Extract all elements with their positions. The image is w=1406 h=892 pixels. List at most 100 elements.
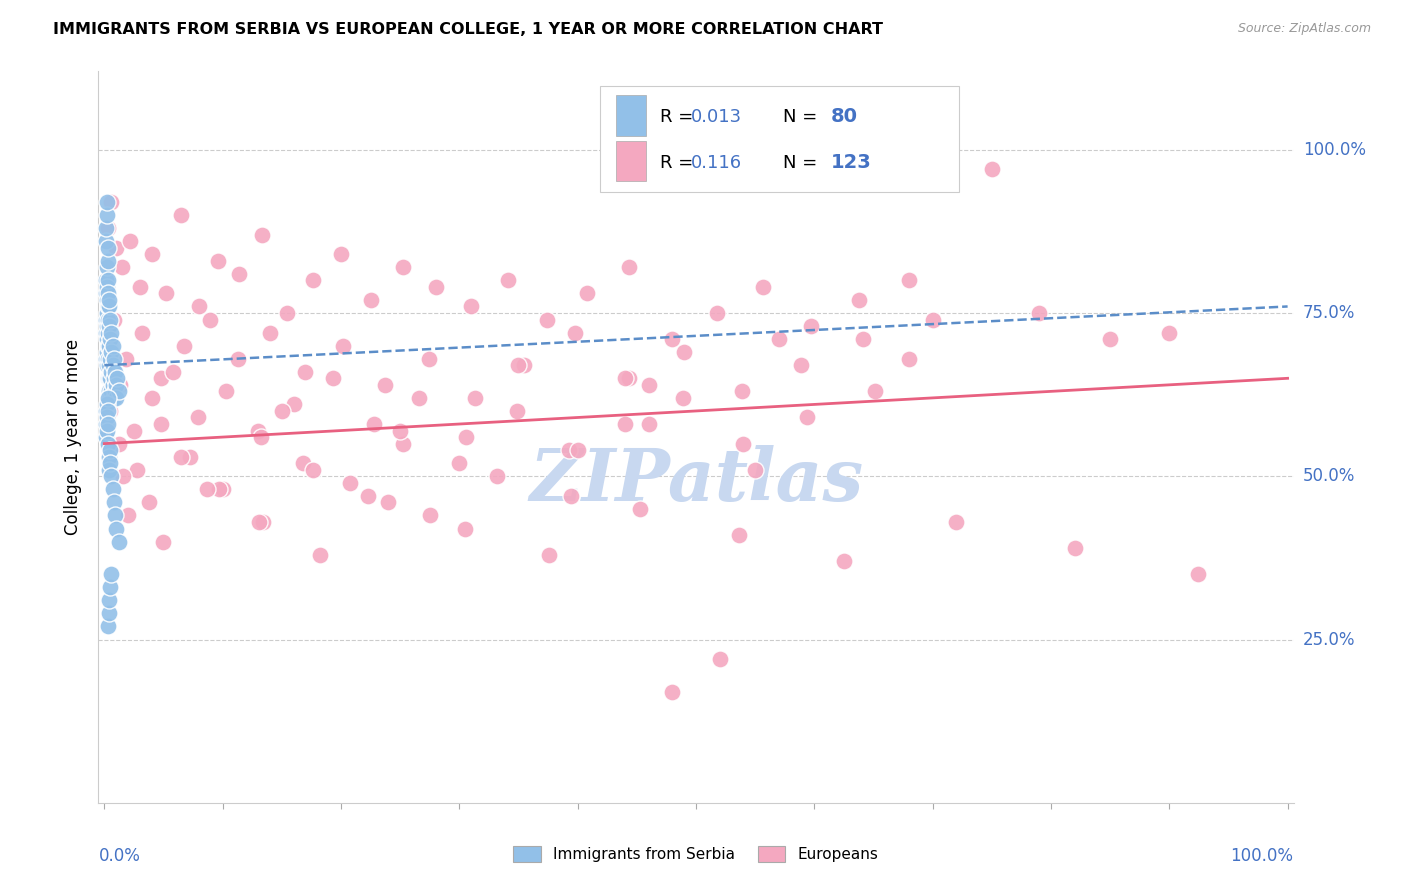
Point — [94, 273, 117, 287]
Point — [98, 293, 121, 307]
Point — [105, 521, 128, 535]
Point — [97, 273, 120, 287]
Point — [418, 351, 440, 366]
Point — [661, 685, 683, 699]
Point — [661, 332, 683, 346]
Point — [576, 286, 599, 301]
FancyBboxPatch shape — [600, 86, 959, 192]
Point — [101, 339, 124, 353]
Point — [98, 456, 121, 470]
Point — [94, 234, 117, 248]
Point — [921, 312, 943, 326]
Point — [567, 443, 589, 458]
Point — [617, 371, 640, 385]
Point — [97, 253, 120, 268]
Point — [211, 483, 233, 497]
Point — [131, 326, 153, 340]
Point — [105, 391, 128, 405]
Point — [104, 508, 127, 523]
Point — [97, 404, 120, 418]
Point — [709, 652, 731, 666]
Point — [104, 365, 127, 379]
Point — [208, 483, 231, 497]
Point — [226, 351, 249, 366]
Point — [96, 424, 118, 438]
Point — [96, 260, 118, 275]
Point — [105, 377, 128, 392]
Point — [330, 247, 353, 261]
Point — [162, 365, 184, 379]
Point — [94, 326, 117, 340]
Point — [292, 456, 315, 470]
Text: ZIPatlas: ZIPatlas — [529, 445, 863, 516]
Point — [558, 443, 581, 458]
Point — [173, 339, 195, 353]
Point — [294, 365, 316, 379]
Point — [897, 351, 920, 366]
Point — [94, 351, 117, 366]
Point — [96, 306, 118, 320]
Point — [456, 430, 478, 444]
Point — [276, 306, 298, 320]
Point — [419, 508, 441, 523]
Text: Source: ZipAtlas.com: Source: ZipAtlas.com — [1237, 22, 1371, 36]
Point — [97, 339, 120, 353]
Point — [101, 358, 124, 372]
Legend: Immigrants from Serbia, Europeans: Immigrants from Serbia, Europeans — [508, 840, 884, 868]
Point — [215, 384, 238, 399]
Point — [1063, 541, 1085, 555]
Text: R =: R = — [661, 153, 699, 172]
Point — [138, 495, 160, 509]
Point — [454, 521, 477, 535]
Point — [249, 430, 271, 444]
Point — [832, 554, 855, 568]
Point — [94, 312, 117, 326]
Point — [94, 286, 117, 301]
Point — [97, 286, 120, 301]
Point — [672, 391, 695, 405]
Point — [98, 443, 121, 458]
Point — [105, 371, 128, 385]
Point — [425, 280, 447, 294]
Point — [187, 410, 209, 425]
Text: 0.013: 0.013 — [692, 108, 742, 126]
Text: 100.0%: 100.0% — [1230, 847, 1294, 864]
Point — [150, 371, 173, 385]
Point — [97, 241, 120, 255]
Y-axis label: College, 1 year or more: College, 1 year or more — [65, 339, 83, 535]
Point — [141, 247, 163, 261]
Point — [98, 450, 121, 464]
Point — [945, 515, 967, 529]
Point — [100, 345, 122, 359]
Text: 80: 80 — [831, 107, 858, 126]
Point — [308, 548, 330, 562]
Point — [560, 489, 582, 503]
Point — [790, 358, 813, 372]
FancyBboxPatch shape — [616, 95, 645, 136]
Point — [727, 528, 749, 542]
Point — [94, 430, 117, 444]
Point — [796, 410, 818, 425]
Point — [852, 332, 875, 346]
Point — [247, 515, 270, 529]
Point — [283, 397, 305, 411]
Point — [101, 377, 124, 392]
Point — [617, 260, 640, 275]
Point — [207, 253, 229, 268]
Point — [117, 508, 139, 523]
Point — [247, 424, 270, 438]
Point — [152, 534, 174, 549]
Text: N =: N = — [783, 108, 823, 126]
Point — [98, 358, 121, 372]
Point — [98, 593, 121, 607]
Point — [496, 273, 519, 287]
Point — [97, 312, 120, 326]
Point — [98, 391, 121, 405]
Point — [98, 312, 121, 326]
Text: 25.0%: 25.0% — [1303, 631, 1355, 648]
Point — [464, 391, 486, 405]
Point — [508, 358, 530, 372]
Point — [96, 319, 118, 334]
Text: N =: N = — [783, 153, 823, 172]
Point — [1028, 306, 1050, 320]
